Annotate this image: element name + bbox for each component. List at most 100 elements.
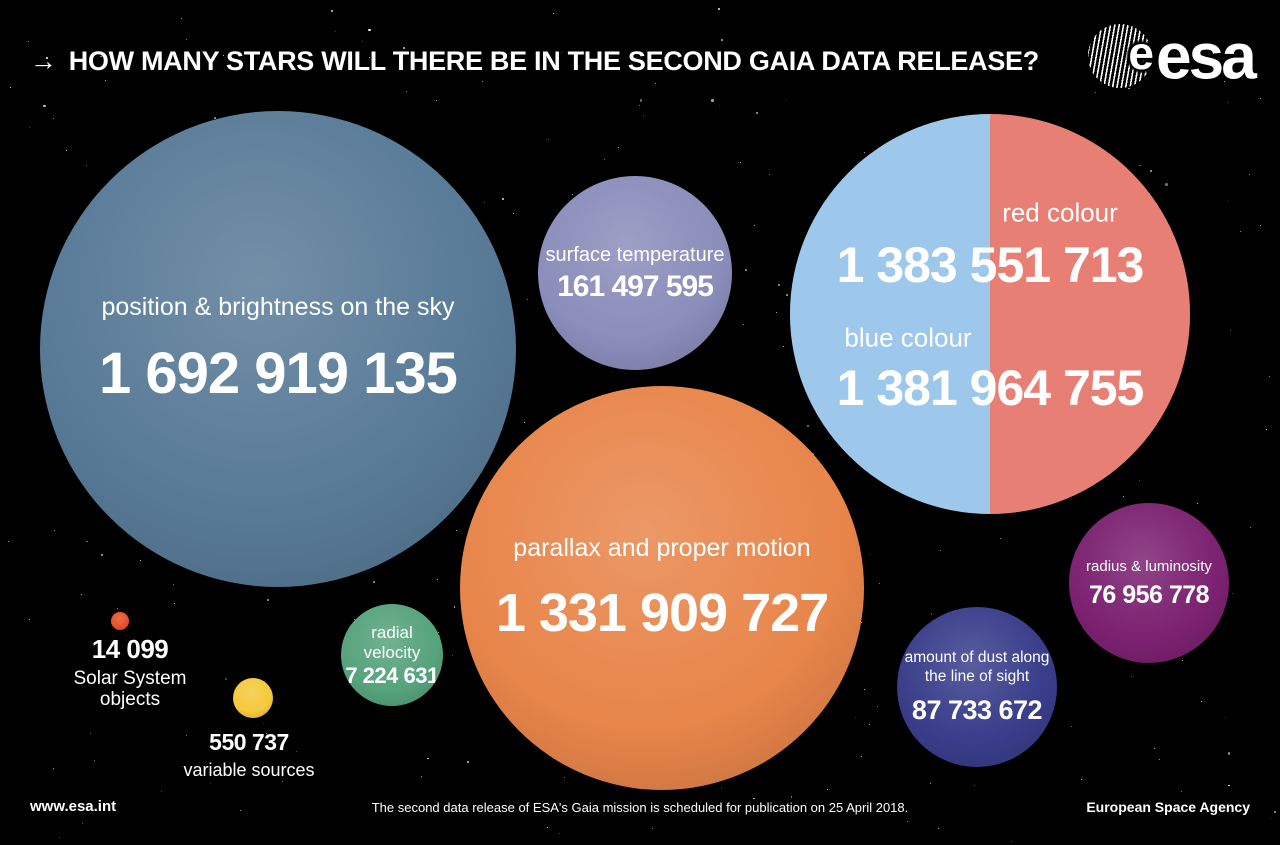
variable-sources-label-group: 550 737 variable sources (149, 729, 349, 781)
star (28, 126, 30, 128)
star (502, 198, 504, 201)
star (1259, 225, 1261, 227)
star (753, 225, 755, 227)
esa-globe-icon: e (1088, 24, 1154, 88)
star (437, 578, 439, 580)
star (1223, 81, 1225, 83)
star (373, 581, 375, 583)
bubble-value: 87 733 672 (911, 695, 1043, 726)
star (210, 782, 212, 784)
star (362, 41, 364, 43)
star (768, 173, 770, 175)
star (711, 99, 714, 102)
solar-system-label-line1: Solar System (73, 667, 187, 689)
star (402, 47, 405, 50)
star (160, 790, 162, 792)
star (721, 788, 723, 790)
star (743, 324, 745, 326)
star (753, 797, 756, 800)
star (451, 655, 453, 657)
star (1227, 752, 1231, 755)
star (368, 28, 371, 32)
star (1249, 527, 1251, 529)
star (786, 293, 788, 296)
bubble-value: 1 692 919 135 (99, 340, 458, 406)
star (335, 31, 337, 33)
star (43, 104, 46, 108)
star (99, 55, 102, 58)
star (240, 809, 242, 811)
star (559, 832, 561, 834)
solar-system-label-line2: objects (99, 688, 161, 710)
star (778, 284, 781, 286)
star (266, 732, 268, 734)
bubble-value: 7 224 631 (345, 662, 439, 688)
red-colour-label: red colour (1002, 197, 1118, 228)
red-colour-half (990, 114, 1190, 514)
star (717, 7, 721, 11)
blue-colour-half (790, 114, 990, 514)
star (524, 421, 526, 423)
star (186, 38, 188, 40)
star (547, 827, 549, 829)
esa-url: www.esa.int (30, 798, 117, 815)
star (805, 802, 807, 804)
star (1227, 784, 1230, 787)
star (453, 606, 456, 608)
star (1094, 91, 1096, 93)
star (94, 759, 96, 761)
variable-sources-label: variable sources (183, 760, 315, 781)
star (82, 823, 84, 825)
star (424, 808, 426, 811)
star (756, 112, 759, 114)
star (59, 836, 61, 838)
star (213, 116, 216, 119)
star (1227, 200, 1229, 202)
star (225, 677, 227, 680)
red-colour-value: 1 383 551 713 (836, 237, 1145, 293)
arrow-icon: → (30, 46, 57, 76)
star (89, 732, 91, 734)
star (112, 691, 114, 693)
star (999, 537, 1001, 539)
star (223, 55, 225, 57)
star (1128, 87, 1130, 90)
star (1265, 428, 1267, 430)
star (420, 775, 422, 777)
star (10, 87, 12, 89)
star (1239, 231, 1241, 233)
star (940, 550, 942, 552)
star (790, 796, 793, 798)
bubble-label: radius & luminosity (1086, 558, 1212, 576)
star (930, 782, 932, 784)
solar-system-label-group: 14 099 Solar System objects (40, 634, 220, 710)
bubble-value: 161 497 595 (557, 269, 714, 303)
star (46, 57, 48, 59)
star (618, 146, 620, 148)
star (369, 57, 371, 59)
star (604, 158, 606, 160)
agency-name: European Space Agency (1086, 799, 1250, 815)
bubble-dust: amount of dust along the line of sight 8… (897, 607, 1057, 767)
star (85, 164, 87, 166)
star (938, 827, 940, 829)
bubble-label-line2: the line of sight (924, 668, 1030, 686)
bubble-label: position & brightness on the sky (101, 293, 455, 322)
star (117, 607, 119, 609)
bubble-label: parallax and proper motion (513, 534, 811, 563)
star (186, 735, 188, 737)
solar-system-value: 14 099 (91, 634, 169, 664)
footer: www.esa.int The second data release of E… (0, 798, 1280, 820)
star (1011, 841, 1013, 843)
star (438, 631, 440, 633)
star (27, 40, 30, 43)
star (86, 540, 88, 543)
star (826, 789, 828, 791)
star (1248, 173, 1250, 175)
star (54, 529, 56, 531)
star (1231, 593, 1233, 595)
star (436, 99, 438, 101)
star (1181, 790, 1183, 792)
star (639, 99, 643, 102)
